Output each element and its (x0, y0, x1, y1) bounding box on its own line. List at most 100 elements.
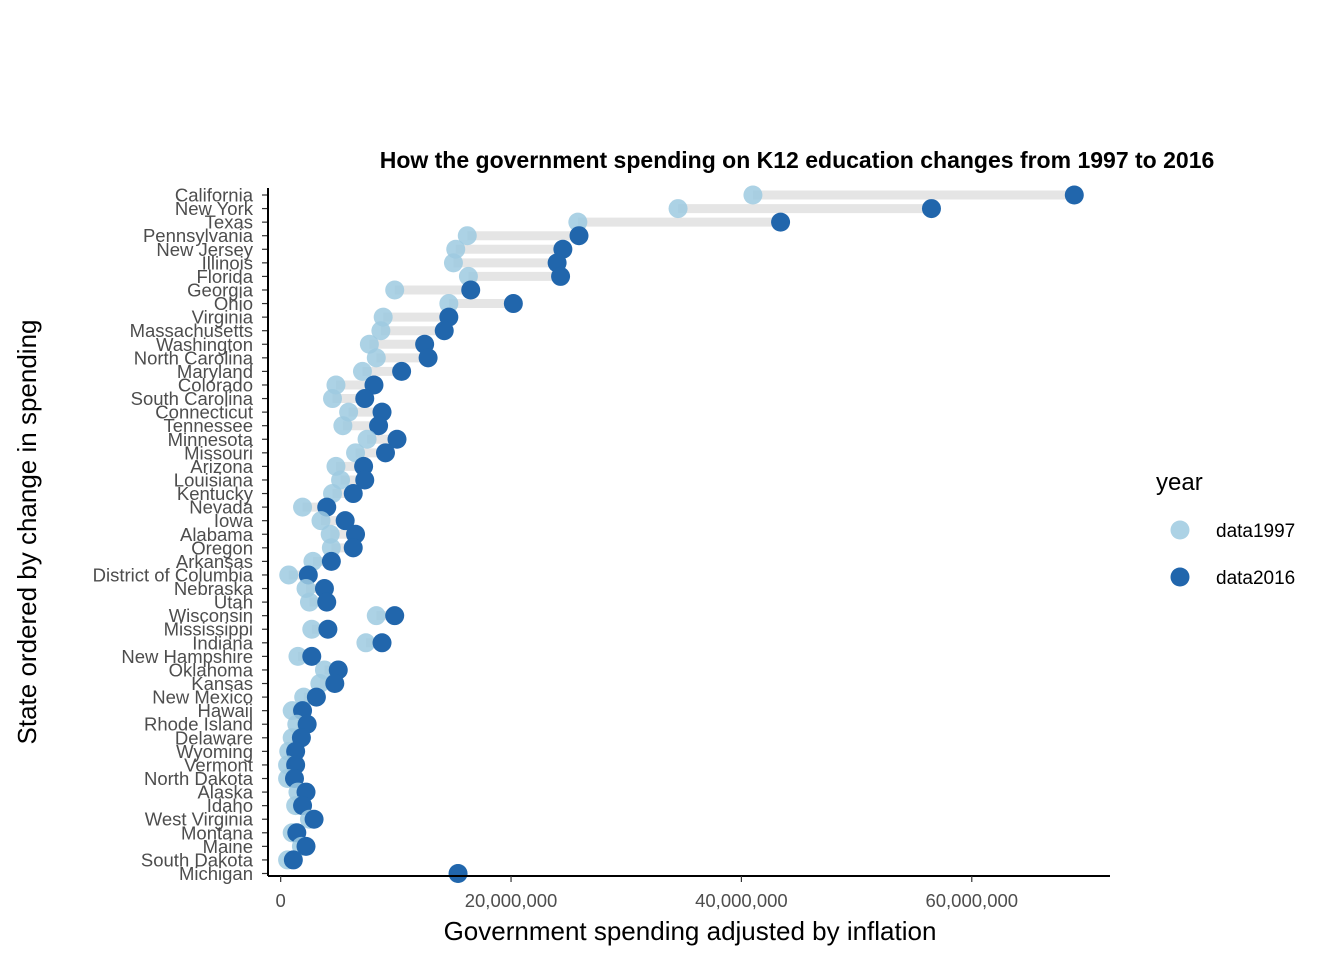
point-1997-alabama (320, 524, 340, 544)
y-tick-label: West Virginia (145, 809, 254, 830)
legend-label-data2016: data2016 (1216, 568, 1295, 589)
y-axis-title: State ordered by change in spending (12, 320, 42, 745)
point-1997-tennessee (333, 416, 353, 436)
y-tick-label: Hawaii (197, 700, 253, 721)
y-tick-label: Iowa (214, 510, 254, 531)
y-tick-label: Montana (181, 822, 254, 843)
y-tick-label: New York (175, 198, 254, 219)
point-2016-massachusetts (434, 321, 454, 341)
y-tick-label: New Jersey (156, 239, 253, 260)
x-tick-label: 40,000,000 (695, 890, 788, 911)
legend-items: data1997 data2016 (1170, 520, 1295, 589)
y-tick-label: Maryland (177, 361, 253, 382)
y-tick-label: New Hampshire (121, 646, 253, 667)
point-2016-west-virginia (304, 809, 324, 829)
point-1997-illinois (443, 253, 463, 273)
y-tick-label: Louisiana (174, 469, 254, 490)
point-1997-california (743, 185, 763, 205)
point-2016-south-dakota (283, 850, 303, 870)
y-tick-label: Mississippi (164, 619, 253, 640)
segment-layer (287, 190, 1075, 865)
y-tick-label: Arkansas (176, 551, 253, 572)
point-2016-indiana (372, 633, 392, 653)
y-tick-label: Wisconsin (169, 605, 253, 626)
y-tick-label: Indiana (192, 632, 253, 653)
point-1997-maryland (352, 361, 372, 381)
legend-swatch-data2016 (1170, 567, 1190, 587)
point-1997-indiana (356, 633, 376, 653)
point-2016-mississippi (318, 619, 338, 639)
y-tick-label: Delaware (175, 727, 253, 748)
point-2016-michigan (448, 864, 468, 883)
y-tick-label: Pennsylvania (143, 225, 254, 246)
point-2016-georgia (461, 280, 481, 300)
x-tick-label: 20,000,000 (465, 890, 558, 911)
y-tick-label: Missouri (184, 442, 253, 463)
point-2016-arkansas (321, 551, 341, 571)
point-1997-new-hampshire (288, 646, 308, 666)
point-2016-south-carolina (355, 389, 375, 409)
y-tick-label: Ohio (214, 293, 253, 314)
y-tick-label: Illinois (202, 252, 253, 273)
y-tick-label: Georgia (187, 279, 254, 300)
y-tick-label: Texas (205, 212, 253, 233)
y-tick-label: North Dakota (144, 768, 254, 789)
y-tick-label: Virginia (192, 307, 254, 328)
y-tick-label: Maine (203, 836, 253, 857)
point-1997-new-york (668, 199, 688, 219)
y-tick-label: Idaho (207, 795, 253, 816)
y-tick-label: Arizona (190, 456, 253, 477)
point-2016-colorado (364, 375, 384, 395)
x-tick-label: 60,000,000 (925, 890, 1018, 911)
y-tick-label: Minnesota (168, 429, 254, 450)
point-2016-kentucky (343, 484, 363, 504)
point-2016-new-mexico (306, 687, 326, 707)
point-2016-california (1064, 185, 1084, 205)
point-1997-massachusetts (371, 321, 391, 341)
point-2016-oregon (343, 538, 363, 558)
y-tick-label: Connecticut (155, 402, 253, 423)
point-1997-iowa (311, 511, 331, 531)
point-2016-wisconsin (385, 606, 405, 626)
legend-label-data1997: data1997 (1216, 521, 1295, 542)
y-tick-label: Wyoming (176, 741, 253, 762)
point-2016-kansas (325, 674, 345, 694)
y-tick-label: Alaska (197, 782, 253, 803)
y-tick-label: Nevada (189, 497, 253, 518)
y-tick-label: District of Columbia (93, 564, 254, 585)
point-2016-missouri (375, 443, 395, 463)
y-tick-label: Massachusetts (130, 320, 253, 341)
point-1997-texas (568, 212, 588, 232)
y-tick-label: Michigan (179, 863, 253, 884)
point-2016-ohio (503, 294, 523, 314)
point-layer (278, 185, 1084, 883)
point-1997-ohio (439, 294, 459, 314)
legend-title: year (1156, 469, 1203, 496)
point-1997-north-carolina (366, 348, 386, 368)
point-2016-pennsylvania (569, 226, 589, 246)
y-tick-label: Colorado (178, 374, 253, 395)
y-tick-label: Nebraska (174, 578, 254, 599)
point-2016-tennessee (369, 416, 389, 436)
point-2016-minnesota (387, 429, 407, 449)
point-1997-nevada (293, 497, 313, 517)
y-tick-label: South Dakota (141, 849, 254, 870)
y-tick-label: Washington (156, 334, 253, 355)
y-tick-label: Rhode Island (144, 714, 253, 735)
x-axis-title: Government spending adjusted by inflatio… (444, 916, 937, 946)
point-2016-arizona (354, 456, 374, 476)
point-2016-iowa (335, 511, 355, 531)
point-1997-south-carolina (323, 389, 343, 409)
point-1997-district-of-columbia (279, 565, 299, 585)
point-2016-florida (551, 266, 571, 286)
legend-swatch-data1997 (1170, 520, 1190, 540)
y-tick-label: Oregon (191, 537, 253, 558)
y-tick-label: Oklahoma (169, 659, 254, 680)
y-tick-label: California (175, 185, 254, 206)
x-tick-label: 0 (276, 890, 286, 911)
y-tick-label: North Carolina (134, 347, 254, 368)
point-1997-mississippi (302, 619, 322, 639)
y-tick-label: Utah (214, 592, 253, 613)
